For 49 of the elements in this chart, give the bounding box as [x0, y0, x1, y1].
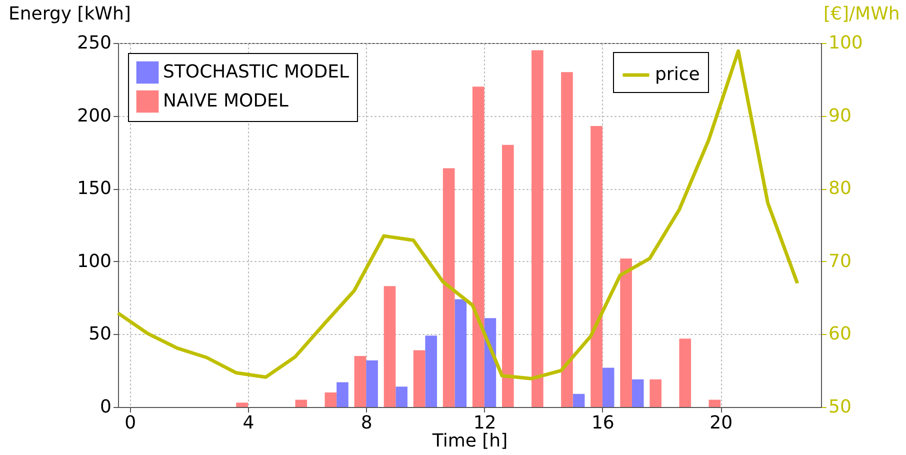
y-tick-label: 250 [77, 32, 112, 54]
bar [366, 360, 378, 407]
bar [708, 400, 721, 407]
x-tick-label: 16 [591, 412, 614, 434]
y2-axis-title: [€]/MWh [824, 4, 900, 24]
legend-label: STOCHASTIC MODEL [163, 62, 349, 82]
x-tick-label: 8 [360, 412, 372, 434]
bar [502, 144, 514, 407]
bar [324, 392, 337, 407]
y2-tick-label: 80 [828, 178, 852, 200]
y2-tick-label: 50 [828, 396, 852, 418]
x-tick-label: 4 [242, 412, 254, 434]
bar [650, 379, 662, 407]
bar [679, 338, 692, 407]
x-tick-label: 20 [710, 412, 733, 434]
bar [561, 72, 573, 407]
bar [425, 336, 438, 407]
bar [384, 286, 396, 407]
y-tick-label: 150 [77, 178, 112, 200]
y-tick-label: 0 [100, 396, 112, 418]
x-tick-label: 0 [124, 412, 136, 434]
y2-tick-label: 100 [828, 32, 863, 54]
bar [354, 356, 366, 407]
bar [295, 400, 308, 407]
x-axis-title: Time [h] [431, 430, 508, 452]
y-tick-label: 100 [77, 250, 112, 272]
bar [472, 86, 484, 407]
y-axis-title: Energy [kWh] [8, 4, 131, 24]
bar [620, 258, 632, 407]
bar [532, 50, 544, 407]
bar [632, 379, 644, 407]
y2-tick-label: 90 [828, 105, 852, 126]
y-tick-label: 50 [88, 324, 112, 345]
bar [454, 299, 467, 407]
legend-label: price [655, 64, 700, 85]
x-tick-label: 12 [473, 412, 496, 434]
y2-tick-label: 60 [828, 324, 852, 345]
bar [602, 368, 614, 407]
line-series [116, 49, 800, 380]
y-tick-label: 200 [77, 105, 112, 126]
legend-label: NAIVE MODEL [163, 90, 288, 112]
bar [572, 394, 585, 407]
bar [442, 168, 455, 407]
bar [336, 382, 348, 407]
bar [396, 386, 408, 407]
y2-tick-label: 70 [828, 250, 852, 272]
bar [413, 350, 426, 407]
bar [590, 126, 602, 407]
bar [236, 402, 248, 407]
